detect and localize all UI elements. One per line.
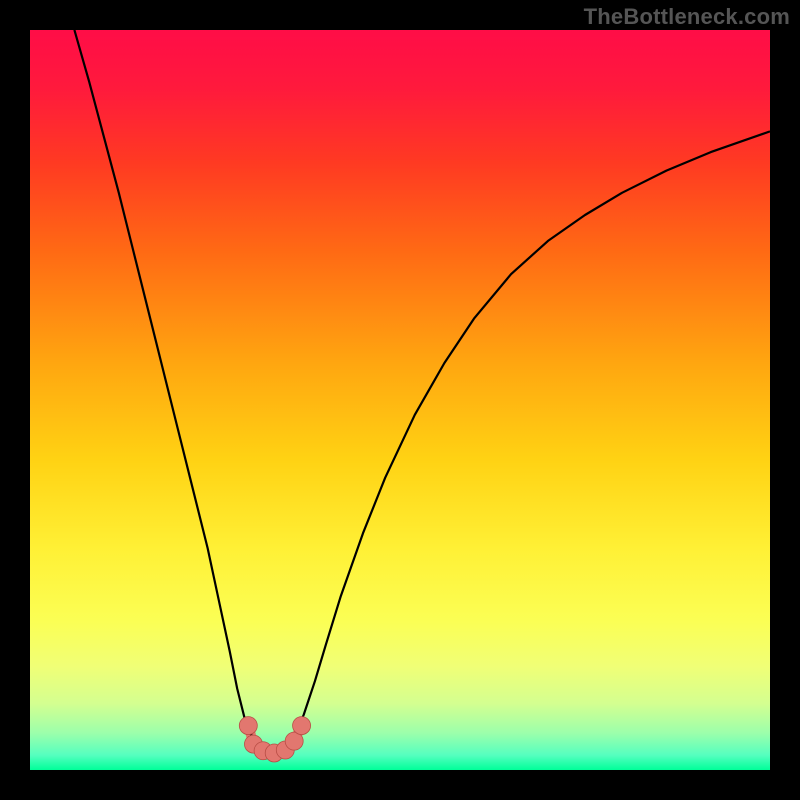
chart-svg [30,30,770,770]
watermark-text: TheBottleneck.com [584,4,790,30]
marker-dot [293,717,311,735]
gradient-background [30,30,770,770]
marker-dot [239,717,257,735]
plot-area [30,30,770,770]
chart-frame: TheBottleneck.com [0,0,800,800]
